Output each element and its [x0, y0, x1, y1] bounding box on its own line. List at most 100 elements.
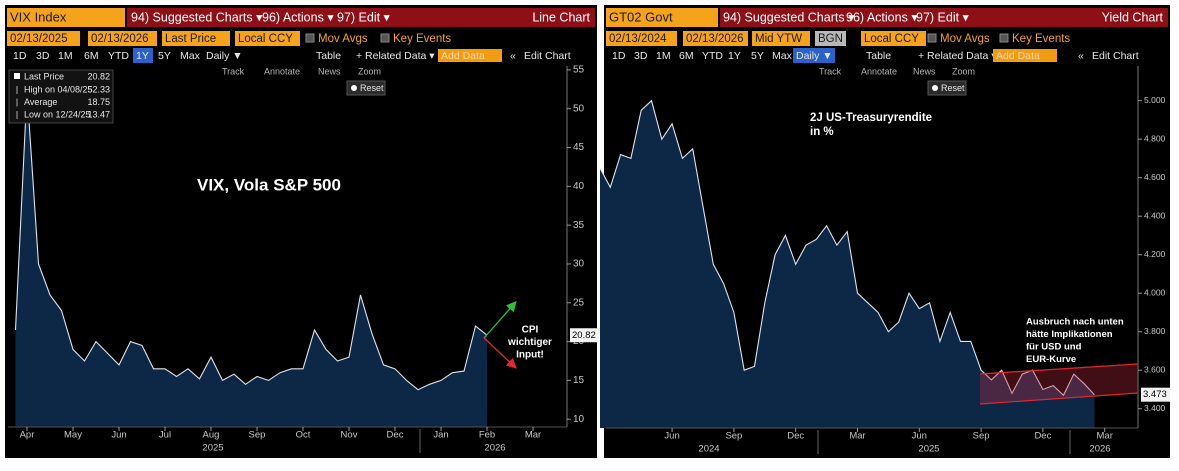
x-tick-label: Oct: [296, 430, 311, 441]
checkbox[interactable]: [380, 33, 390, 43]
field-box[interactable]: [162, 31, 230, 46]
stats-value: 52.33: [87, 84, 110, 94]
y-tick-label: 15: [573, 375, 585, 386]
reset[interactable]: Reset: [941, 83, 965, 93]
chart-tool[interactable]: Zoom: [952, 66, 975, 76]
tool[interactable]: Daily ▼: [796, 50, 833, 62]
y-tick-label: 35: [573, 220, 585, 231]
tool[interactable]: + Related Data ▾: [356, 50, 435, 62]
chart-tool[interactable]: News: [318, 66, 341, 76]
year-label: 2025: [918, 444, 939, 455]
period[interactable]: 1Y: [728, 50, 741, 62]
up-arrow: [483, 301, 517, 339]
x-tick-label: Dec: [387, 430, 404, 441]
channel: [980, 364, 1138, 404]
tool[interactable]: Edit Chart: [1092, 50, 1139, 62]
menu[interactable]: 97) Edit ▾: [337, 10, 391, 24]
menu[interactable]: 94) Suggested Charts ▾: [723, 10, 855, 24]
field-box[interactable]: [752, 31, 810, 46]
period[interactable]: 3D: [36, 50, 50, 62]
field[interactable]: Local CCY: [864, 33, 919, 45]
annotation: EUR-Kurve: [1026, 354, 1076, 365]
period[interactable]: Max: [772, 50, 793, 62]
field-box[interactable]: [815, 31, 846, 46]
view-name: Yield Chart: [1102, 10, 1164, 24]
reset-button[interactable]: [346, 80, 386, 96]
period[interactable]: 6M: [679, 50, 694, 62]
field[interactable]: 02/13/2025: [10, 33, 68, 45]
chart-tool[interactable]: Zoom: [358, 66, 381, 76]
tool[interactable]: «: [510, 50, 516, 62]
tool[interactable]: «: [1078, 50, 1084, 62]
reset-button[interactable]: [927, 80, 967, 96]
checkbox[interactable]: [999, 33, 1009, 43]
chart-tool[interactable]: Track: [819, 66, 842, 76]
field-box[interactable]: [606, 31, 677, 46]
period[interactable]: 1M: [656, 50, 671, 62]
period[interactable]: 3D: [634, 50, 648, 62]
chart-tool[interactable]: Track: [222, 66, 245, 76]
period[interactable]: YTD: [108, 50, 129, 62]
annotation: hätte Implikationen: [1026, 329, 1113, 340]
toggle[interactable]: Mov Avgs: [318, 33, 368, 45]
menu[interactable]: 96) Actions ▾: [846, 10, 918, 24]
tool[interactable]: Table: [316, 50, 341, 62]
chart-tool[interactable]: Annotate: [861, 66, 897, 76]
chart-tool[interactable]: Annotate: [264, 66, 300, 76]
period[interactable]: 1D: [612, 50, 626, 62]
tool[interactable]: + Related Data ▾: [918, 50, 997, 62]
toggle[interactable]: Key Events: [393, 33, 451, 45]
y-tick-label: 5.000: [1144, 95, 1166, 105]
checkbox[interactable]: [305, 33, 315, 43]
tool[interactable]: Add Data: [441, 50, 485, 62]
period[interactable]: 5Y: [158, 50, 171, 62]
checkbox[interactable]: [927, 33, 937, 43]
add-data-box: [993, 49, 1057, 62]
field-box[interactable]: [7, 31, 80, 46]
field[interactable]: Mid YTW: [755, 33, 802, 45]
annotation: Ausbruch nach unten: [1026, 317, 1124, 328]
chart-tool[interactable]: News: [913, 66, 936, 76]
x-tick-label: Feb: [479, 430, 495, 441]
field[interactable]: 02/13/2026: [91, 33, 149, 45]
menu[interactable]: 94) Suggested Charts ▾: [131, 10, 263, 24]
field[interactable]: 02/13/2026: [686, 33, 744, 45]
annotation: Input!: [516, 350, 544, 361]
period[interactable]: YTD: [702, 50, 723, 62]
tool[interactable]: Daily ▼: [206, 50, 243, 62]
tool[interactable]: Edit Chart: [524, 50, 571, 62]
period[interactable]: 5Y: [751, 50, 764, 62]
field-box[interactable]: [683, 31, 748, 46]
toggle[interactable]: Key Events: [1012, 33, 1070, 45]
x-tick-label: Jun: [912, 431, 927, 442]
period[interactable]: 1M: [58, 50, 73, 62]
field-box[interactable]: [88, 31, 157, 46]
year-label: 2025: [202, 443, 223, 454]
x-tick-label: Dec: [787, 431, 804, 442]
field-box[interactable]: [861, 31, 926, 46]
tool[interactable]: Table: [866, 50, 891, 62]
period[interactable]: 1D: [13, 50, 27, 62]
view-name: Line Chart: [532, 10, 590, 24]
field[interactable]: Local CCY: [238, 33, 293, 45]
period[interactable]: Max: [180, 50, 201, 62]
x-tick-label: Mar: [849, 431, 865, 442]
toggle[interactable]: Mov Avgs: [940, 33, 990, 45]
field[interactable]: 02/13/2024: [609, 33, 667, 45]
line: [599, 99, 1095, 397]
period[interactable]: 6M: [84, 50, 99, 62]
field-box[interactable]: [235, 31, 300, 46]
menu[interactable]: 96) Actions ▾: [262, 10, 334, 24]
y-tick-label: 3.600: [1144, 364, 1166, 374]
period[interactable]: 1Y: [136, 50, 149, 62]
y-tick-label: 50: [573, 103, 585, 114]
y-tick-label: 55: [573, 65, 585, 76]
reset[interactable]: Reset: [360, 83, 384, 93]
menu[interactable]: 97) Edit ▾: [916, 10, 970, 24]
channel-lower: [979, 392, 1139, 405]
tool[interactable]: Add Data: [996, 50, 1040, 62]
field[interactable]: Last Price: [165, 33, 216, 45]
stats-label: Average: [24, 97, 57, 107]
field[interactable]: BGN: [818, 33, 843, 45]
y-tick-label: 4.200: [1144, 249, 1166, 259]
